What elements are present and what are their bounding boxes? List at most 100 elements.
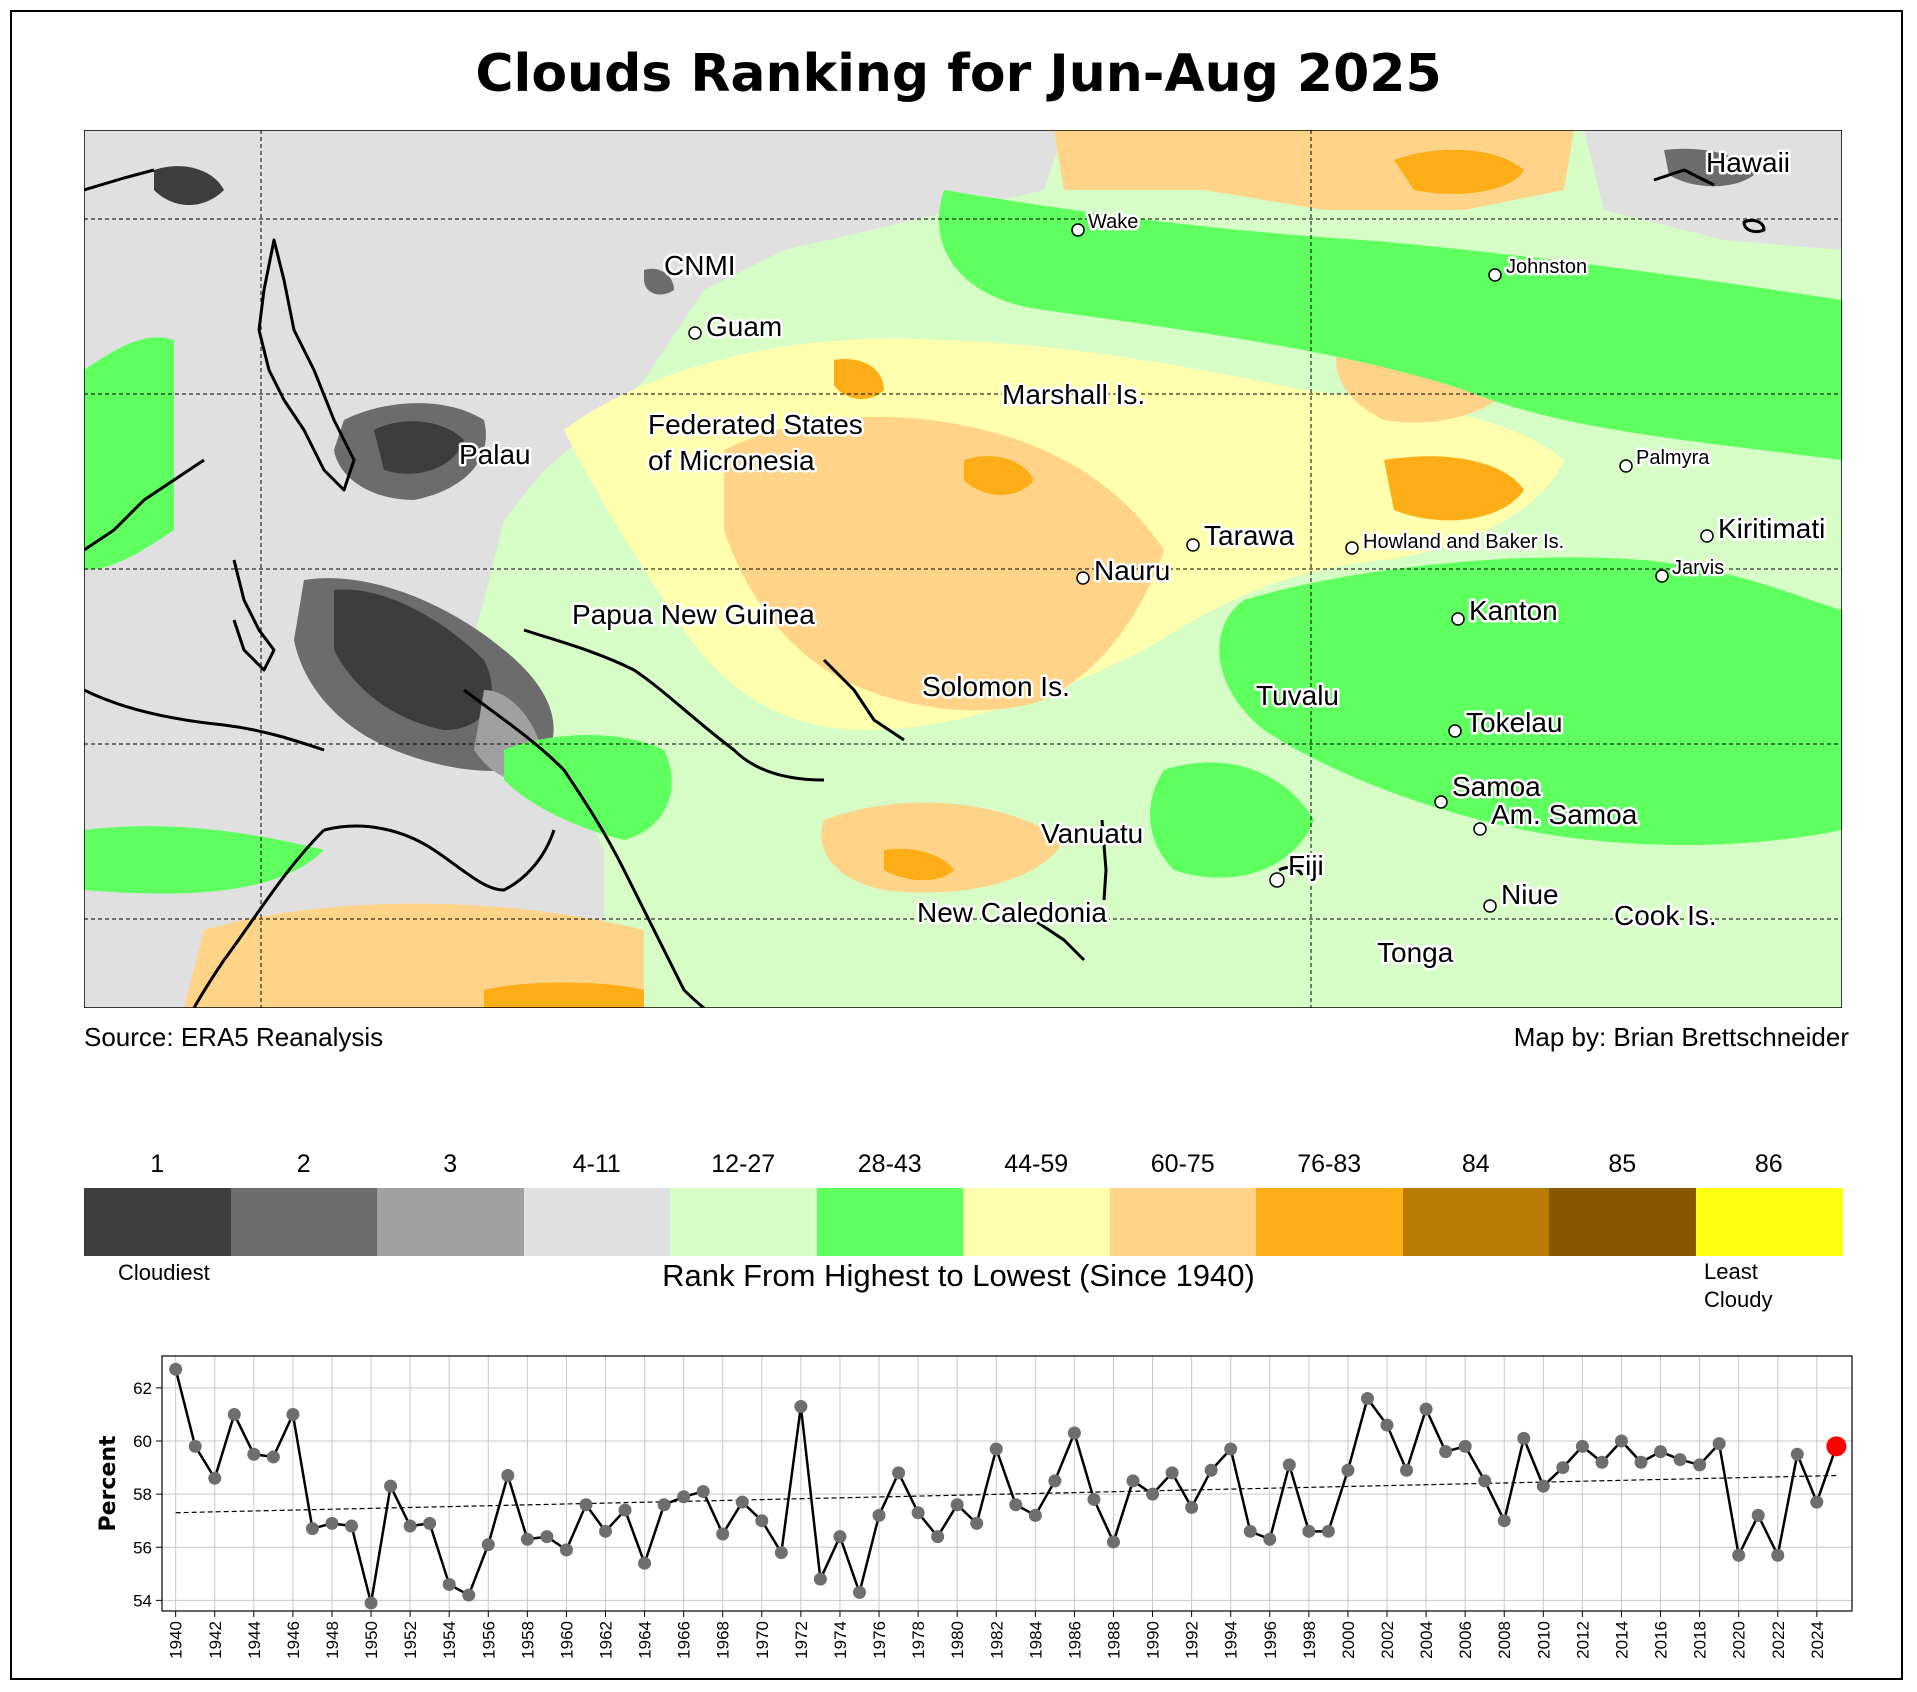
- x-tick-label: 1954: [440, 1621, 459, 1659]
- svg-text:Tarawa: Tarawa: [1204, 520, 1295, 551]
- svg-text:Tonga: Tonga: [1377, 937, 1454, 968]
- y-tick-label: 58: [133, 1485, 152, 1504]
- data-point: [1419, 1402, 1433, 1416]
- svg-text:Kiritimati: Kiritimati: [1718, 513, 1825, 544]
- svg-text:Vanuatu: Vanuatu: [1041, 818, 1143, 849]
- colorbar-label-6: 44-59: [1004, 1150, 1069, 1178]
- colorbar-swatch-3: [523, 1188, 671, 1256]
- x-tick-label: 1964: [636, 1621, 655, 1659]
- svg-text:Niue: Niue: [1501, 879, 1559, 910]
- colorbar-label-0: 1: [150, 1150, 165, 1178]
- x-tick-label: 2006: [1456, 1621, 1475, 1659]
- data-point: [1400, 1463, 1414, 1477]
- data-point: [1458, 1439, 1472, 1453]
- x-tick-label: 1942: [206, 1621, 225, 1659]
- x-tick-label: 1972: [792, 1621, 811, 1659]
- data-point: [1028, 1508, 1042, 1522]
- data-point: [286, 1407, 300, 1421]
- svg-text:Hawaii: Hawaii: [1706, 147, 1790, 178]
- colorbar-swatch-4: [670, 1188, 817, 1256]
- label-palau: Palau: [457, 437, 534, 473]
- data-point: [1243, 1524, 1257, 1538]
- author-credit: Map by: Brian Brettschneider: [1513, 1022, 1849, 1052]
- x-tick-label: 1992: [1183, 1621, 1202, 1659]
- x-tick-label: 1978: [909, 1621, 928, 1659]
- data-point: [208, 1471, 222, 1485]
- x-tick-label: 1996: [1261, 1621, 1280, 1659]
- label-tarawa: Tarawa: [1186, 518, 1297, 554]
- label-palmyra: Palmyra: [1619, 445, 1713, 473]
- source-credit: Source: ERA5 Reanalysis: [84, 1022, 384, 1052]
- label-jarvis: Jarvis: [1655, 555, 1727, 583]
- x-tick-label: 1946: [284, 1621, 303, 1659]
- label-fsm-line1: Federated States: [646, 407, 866, 443]
- svg-text:Jarvis: Jarvis: [1672, 557, 1724, 579]
- x-tick-label: 1998: [1300, 1621, 1319, 1659]
- label-tokelau: Tokelau: [1448, 705, 1565, 741]
- timeseries-chart: 54 56 58 60 62 1940 1942 1944 1946 1948 1950 1952 19…: [96, 1355, 1853, 1659]
- label-guam: Guam: [688, 309, 785, 345]
- colorbar-swatch-11: [1695, 1188, 1843, 1256]
- x-tick-label: 1990: [1144, 1621, 1163, 1659]
- x-tick-label: 1962: [597, 1621, 616, 1659]
- data-point: [1106, 1535, 1120, 1549]
- data-point: [384, 1479, 398, 1493]
- graticule: [84, 130, 1842, 1008]
- data-point: [247, 1447, 261, 1461]
- svg-text:Palau: Palau: [459, 439, 531, 470]
- data-point: [970, 1516, 984, 1530]
- data-point: [169, 1362, 183, 1376]
- data-point: [579, 1498, 593, 1512]
- y-tick-label: 54: [133, 1591, 152, 1610]
- label-newcal: New Caledonia: [915, 895, 1110, 931]
- svg-text:Nauru: Nauru: [1094, 555, 1170, 586]
- data-point: [1067, 1426, 1081, 1440]
- data-point: [1380, 1418, 1394, 1432]
- data-point: [1282, 1458, 1296, 1472]
- label-cook: Cook Is.: [1612, 898, 1720, 934]
- data-point: [345, 1519, 359, 1533]
- map-fill: [84, 130, 1842, 1008]
- colorbar-swatch-2: [377, 1188, 524, 1256]
- data-point: [227, 1407, 241, 1421]
- data-point: [1771, 1548, 1785, 1562]
- label-fiji: Fiji: [1269, 848, 1326, 888]
- colorbar-title: Rank From Highest to Lowest (Since 1940): [662, 1258, 1255, 1293]
- svg-text:New Caledonia: New Caledonia: [917, 897, 1107, 928]
- data-point: [1693, 1458, 1707, 1472]
- data-point: [423, 1516, 437, 1530]
- data-point: [931, 1530, 945, 1544]
- label-kanton: Kanton: [1451, 593, 1560, 629]
- svg-text:Wake: Wake: [1088, 211, 1138, 233]
- colorbar-label-9: 84: [1461, 1150, 1490, 1178]
- x-tick-label: 1976: [870, 1621, 889, 1659]
- label-solomon: Solomon Is.: [920, 669, 1073, 705]
- data-point: [305, 1522, 319, 1536]
- data-point: [442, 1577, 456, 1591]
- svg-text:Papua New Guinea: Papua New Guinea: [572, 599, 815, 630]
- colorbar-swatch-0: [84, 1188, 231, 1256]
- data-point: [1595, 1455, 1609, 1469]
- x-tick-label: 1958: [518, 1621, 537, 1659]
- colorbar-swatch-8: [1256, 1188, 1403, 1256]
- svg-text:Am. Samoa: Am. Samoa: [1491, 799, 1638, 830]
- data-point: [559, 1543, 573, 1557]
- data-point: [1790, 1447, 1804, 1461]
- data-point: [1439, 1445, 1453, 1459]
- colorbar-label-4: 12-27: [711, 1150, 776, 1178]
- data-point: [1478, 1474, 1492, 1488]
- label-johnston: Johnston: [1488, 254, 1590, 282]
- data-point: [1302, 1524, 1316, 1538]
- label-kiritimati: Kiritimati: [1700, 511, 1828, 547]
- colorbar-label-8: 76-83: [1297, 1150, 1362, 1178]
- colorbar-legend: 1 2 3 4-11 12-27 28-43 44-59 60-75 76-83 84 85 86 C…: [84, 1150, 1843, 1312]
- figure-frame: [10, 10, 1903, 1680]
- data-point: [462, 1588, 476, 1602]
- colorbar-swatch-10: [1549, 1188, 1696, 1256]
- data-point: [950, 1498, 964, 1512]
- data-point: [716, 1527, 730, 1541]
- label-png: Papua New Guinea: [570, 597, 818, 633]
- data-point: [520, 1532, 534, 1546]
- data-point: [1165, 1466, 1179, 1480]
- label-samoa: Samoa: [1434, 769, 1544, 809]
